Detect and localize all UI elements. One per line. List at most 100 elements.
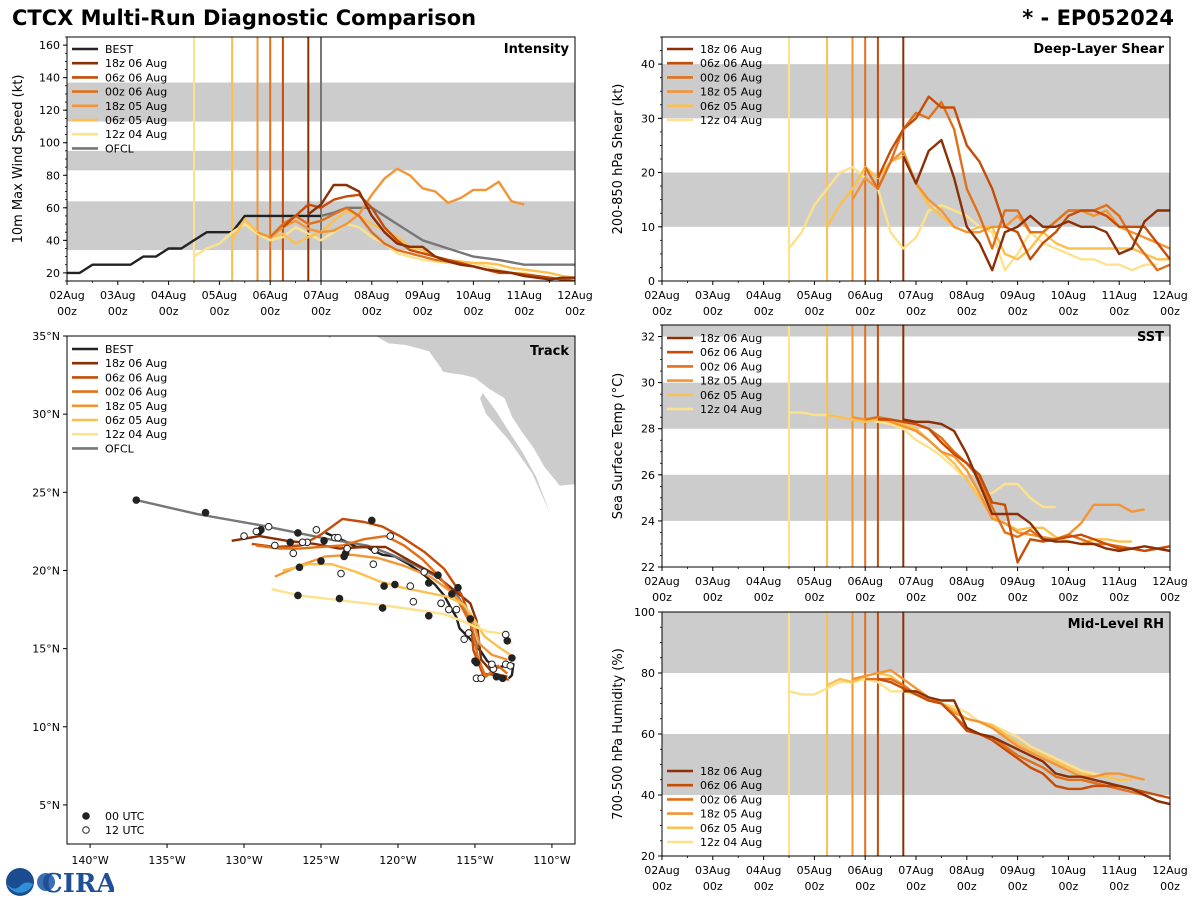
track-marker-12utc bbox=[444, 605, 453, 614]
shear-xtick-label: 07Aug bbox=[898, 289, 933, 302]
shear-xtick-label: 00z bbox=[1008, 305, 1028, 318]
track-marker-12utc bbox=[488, 660, 496, 669]
rh-xtick-label: 00z bbox=[703, 880, 723, 893]
rh-band-1 bbox=[662, 612, 1170, 673]
rh-xtick-label: 04Aug bbox=[746, 864, 781, 877]
intensity-series-06z-06-aug bbox=[282, 193, 575, 281]
intensity-ytick-label: 160 bbox=[39, 39, 60, 52]
intensity-xtick-label: 08Aug bbox=[354, 289, 389, 302]
sst-series-18z-06-aug bbox=[903, 418, 1170, 553]
track-legend-label-06z-05-aug: 06z 05 Aug bbox=[105, 414, 167, 427]
shear-ytick-label: 0 bbox=[648, 275, 655, 288]
intensity-legend-label-00z-06-aug: 00z 06 Aug bbox=[105, 86, 167, 99]
track-xtick-label: 110°W bbox=[533, 854, 570, 867]
track-marker-12utc bbox=[289, 549, 298, 558]
sst-xtick-label: 10Aug bbox=[1051, 575, 1086, 588]
intensity-xtick-label: 09Aug bbox=[405, 289, 440, 302]
shear-ytick-label: 20 bbox=[641, 167, 655, 180]
shear-xtick-label: 04Aug bbox=[746, 289, 781, 302]
track-marker-00utc bbox=[454, 583, 462, 592]
sst-xtick-label: 00z bbox=[754, 591, 774, 604]
track-legend-label-best: BEST bbox=[105, 343, 133, 356]
rh-plot-area bbox=[662, 612, 1170, 856]
sst-ytick-label: 26 bbox=[641, 469, 655, 482]
rh-xtick-label: 00z bbox=[1160, 880, 1180, 893]
storm-id: * - EP052024 bbox=[1022, 6, 1174, 30]
sst-xtick-label: 00z bbox=[1008, 591, 1028, 604]
intensity-xtick-label: 00z bbox=[210, 305, 230, 318]
sst-ytick-label: 22 bbox=[641, 561, 655, 574]
sst-ytick-label: 32 bbox=[641, 331, 655, 344]
sst-xtick-label: 00z bbox=[1109, 591, 1129, 604]
sst-band-0 bbox=[662, 474, 1170, 521]
sst-ytick-label: 30 bbox=[641, 377, 655, 390]
sst-xtick-label: 00z bbox=[957, 591, 977, 604]
intensity-ytick-label: 100 bbox=[39, 137, 60, 150]
track-marker-00utc bbox=[503, 637, 512, 645]
intensity-plot-area bbox=[67, 37, 575, 281]
shear-xtick-label: 00z bbox=[957, 305, 977, 318]
intensity-legend-label-06z-06-aug: 06z 06 Aug bbox=[105, 71, 167, 84]
shear-legend-label-06z-05-aug: 06z 05 Aug bbox=[700, 100, 762, 113]
track-marker-12utc bbox=[506, 662, 515, 670]
intensity-xtick-label: 03Aug bbox=[100, 289, 135, 302]
track-marker-12utc bbox=[464, 629, 473, 637]
shear-legend-label-12z-04-aug: 12z 04 Aug bbox=[700, 114, 762, 127]
track-legend-label-06z-06-aug: 06z 06 Aug bbox=[105, 371, 167, 384]
sst-xtick-label: 00z bbox=[1059, 591, 1079, 604]
intensity-legend-label-18z-06-aug: 18z 06 Aug bbox=[105, 57, 167, 70]
rh-series-18z-05-aug bbox=[852, 668, 1145, 781]
track-marker-12utc bbox=[343, 544, 351, 553]
intensity-xtick-label: 00z bbox=[565, 305, 585, 318]
shear-xtick-label: 08Aug bbox=[949, 289, 984, 302]
intensity-series-18z-06-aug bbox=[307, 183, 575, 281]
track-marker-12utc bbox=[298, 538, 307, 547]
intensity-ytick-label: 120 bbox=[39, 104, 60, 117]
intensity-xtick-label: 00z bbox=[57, 305, 77, 318]
sst-ylabel: Sea Surface Temp (°C) bbox=[611, 373, 626, 520]
rh-title: Mid-Level RH bbox=[1068, 617, 1164, 632]
rh-xtick-label: 06Aug bbox=[847, 864, 882, 877]
track-legend-label-18z-05-aug: 18z 05 Aug bbox=[105, 400, 167, 413]
sst-series-06z-06-aug bbox=[877, 418, 1170, 564]
track-marker-00utc bbox=[132, 496, 141, 504]
track-legend-label-ofcl: OFCL bbox=[105, 442, 135, 455]
shear-series-12z-04-aug bbox=[788, 165, 1158, 272]
rh-legend-label-12z-04-aug: 12z 04 Aug bbox=[700, 836, 762, 849]
intensity-legend-label-ofcl: OFCL bbox=[105, 142, 135, 155]
intensity-legend-label-18z-05-aug: 18z 05 Aug bbox=[105, 100, 167, 113]
intensity-series-best bbox=[67, 214, 321, 275]
sst-xtick-label: 08Aug bbox=[949, 575, 984, 588]
track-marker-12utc bbox=[252, 527, 261, 536]
track-marker-12utc bbox=[264, 522, 273, 531]
track-marker-12utc bbox=[477, 674, 485, 683]
intensity-xtick-label: 00z bbox=[514, 305, 534, 318]
track-marker-00utc bbox=[434, 571, 442, 579]
shear-legend-label-18z-05-aug: 18z 05 Aug bbox=[700, 86, 762, 99]
sst-xtick-label: 00z bbox=[855, 591, 875, 604]
shear-xtick-label: 00z bbox=[1059, 305, 1079, 318]
track-marker-00utc bbox=[368, 516, 376, 525]
track-xtick-label: 130°W bbox=[225, 854, 262, 867]
sst-xtick-label: 00z bbox=[1160, 591, 1180, 604]
sst-ytick-label: 28 bbox=[641, 423, 655, 436]
shear-legend-label-18z-06-aug: 18z 06 Aug bbox=[700, 43, 762, 56]
track-marker-00utc bbox=[335, 594, 344, 603]
intensity-xtick-label: 10Aug bbox=[456, 289, 491, 302]
track-ytick-label: 10°N bbox=[32, 721, 60, 734]
rh-xtick-label: 00z bbox=[1008, 880, 1028, 893]
sst-xtick-label: 04Aug bbox=[746, 575, 781, 588]
track-marker-00utc bbox=[498, 674, 507, 683]
track-title: Track bbox=[530, 344, 569, 359]
track-legend-marker-12utc bbox=[82, 826, 90, 834]
track-marker-12utc bbox=[437, 599, 445, 608]
shear-xtick-label: 00z bbox=[652, 305, 672, 318]
intensity-xtick-label: 00z bbox=[413, 305, 433, 318]
track-marker-00utc bbox=[294, 591, 302, 600]
shear-plot-area bbox=[662, 37, 1170, 281]
track-marker-00utc bbox=[448, 590, 456, 598]
shear-legend-label-06z-06-aug: 06z 06 Aug bbox=[700, 57, 762, 70]
rh-ytick-label: 20 bbox=[641, 850, 655, 863]
track-line-12z-04-aug bbox=[271, 588, 513, 645]
intensity-ytick-label: 40 bbox=[46, 234, 60, 247]
